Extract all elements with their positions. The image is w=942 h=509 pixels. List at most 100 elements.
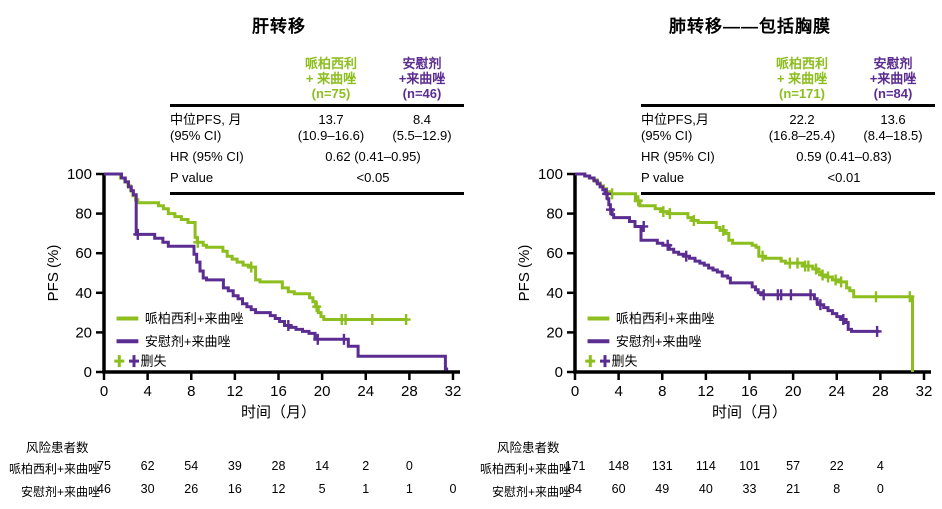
stats-header-line: 安慰剂 bbox=[873, 56, 913, 71]
risk-count: 5 bbox=[318, 482, 326, 496]
median-pfs-ci-label: (95% CI) bbox=[170, 128, 222, 143]
median-pfs-palbociclib-ci: (16.8–25.4) bbox=[768, 128, 836, 143]
risk-count: 84 bbox=[568, 482, 582, 496]
stats-header-spacer bbox=[641, 56, 753, 101]
stats-table-liver: 哌柏西利 + 来曲唑 (n=75) 安慰剂 +来曲唑 (n=46) 中位PFS,… bbox=[170, 56, 464, 195]
legend-label-green: 哌柏西利+来曲唑 bbox=[145, 311, 244, 326]
hr-label: HR (95% CI) bbox=[170, 149, 244, 164]
y-tick-label: 100 bbox=[538, 166, 563, 183]
hr-label: HR (95% CI) bbox=[641, 149, 715, 164]
stats-header-n: (n=84) bbox=[873, 86, 913, 101]
km-curve-purple bbox=[104, 172, 449, 371]
stats-header-line: +来曲唑 bbox=[869, 71, 917, 86]
stats-header-placebo: 安慰剂 +来曲唑 (n=46) bbox=[380, 56, 464, 101]
median-pfs-placebo: 13.6 bbox=[880, 112, 906, 127]
y-tick-label: 100 bbox=[67, 166, 92, 183]
median-pfs-label: 中位PFS, 月 bbox=[170, 112, 242, 127]
stats-rule-bottom bbox=[641, 192, 935, 195]
stats-header-row: 哌柏西利 + 来曲唑 (n=171) 安慰剂 +来曲唑 (n=84) bbox=[641, 56, 935, 101]
median-pfs-palbociclib: 13.7 bbox=[318, 112, 344, 127]
risk-row-values-placebo: 46 30 26 16 12 5 1 1 0 bbox=[0, 482, 471, 497]
pvalue-value: <0.01 bbox=[827, 170, 861, 185]
stats-header-n: (n=75) bbox=[311, 86, 351, 101]
x-tick-label: 20 bbox=[314, 383, 331, 400]
median-pfs-palbociclib-ci: (10.9–16.6) bbox=[297, 128, 365, 143]
stats-header-line: + 来曲唑 bbox=[776, 71, 828, 86]
stats-header-line: +来曲唑 bbox=[398, 71, 446, 86]
risk-count: 2 bbox=[362, 459, 370, 473]
x-tick-label: 0 bbox=[100, 383, 108, 400]
legend-label-censor: 删失 bbox=[141, 354, 167, 369]
risk-count: 171 bbox=[564, 459, 586, 473]
y-tick-label: 40 bbox=[546, 285, 563, 302]
median-pfs-placebo-ci: (5.5–12.9) bbox=[392, 128, 452, 143]
risk-count: 114 bbox=[695, 459, 716, 473]
x-tick-label: 12 bbox=[227, 383, 244, 400]
x-tick-label: 24 bbox=[828, 383, 845, 400]
risk-count: 30 bbox=[140, 482, 155, 496]
stats-header-row: 哌柏西利 + 来曲唑 (n=75) 安慰剂 +来曲唑 (n=46) bbox=[170, 56, 464, 101]
x-tick-label: 12 bbox=[698, 383, 715, 400]
panel-title-liver: 肝转移 bbox=[252, 17, 306, 36]
stats-header-line: 安慰剂 bbox=[402, 56, 442, 71]
y-axis-title: PFS (%) bbox=[45, 245, 62, 302]
risk-count: 39 bbox=[227, 459, 242, 473]
km-plot-lung: 0 20 40 60 80 100 0 4 8 12 16 20 24 28 32 PFS (%) 时间（月） 哌… bbox=[516, 166, 932, 421]
panel-title-lung: 肺转移——包括胸膜 bbox=[669, 17, 831, 36]
risk-count: 0 bbox=[876, 482, 884, 496]
legend-label-purple: 安慰剂+来曲唑 bbox=[616, 334, 702, 349]
stats-row-pvalue: P value <0.01 bbox=[641, 170, 935, 186]
risk-count: 60 bbox=[611, 482, 626, 496]
x-tick-label: 4 bbox=[143, 383, 151, 400]
risk-count: 28 bbox=[271, 459, 286, 473]
risk-count: 62 bbox=[140, 459, 155, 473]
risk-count: 12 bbox=[271, 482, 286, 496]
risk-count: 26 bbox=[184, 482, 199, 496]
risk-count: 131 bbox=[651, 459, 673, 473]
risk-row-values-placebo: 84 60 49 40 33 21 8 0 bbox=[471, 482, 942, 497]
stats-header-palbociclib: 哌柏西利 + 来曲唑 (n=171) bbox=[753, 56, 851, 101]
pvalue-label: P value bbox=[170, 170, 214, 185]
x-tick-label: 32 bbox=[445, 383, 462, 400]
x-tick-label: 28 bbox=[872, 383, 889, 400]
x-tick-label: 20 bbox=[785, 383, 802, 400]
risk-count: 1 bbox=[362, 482, 370, 496]
risk-count: 57 bbox=[786, 459, 801, 473]
x-tick-label: 4 bbox=[614, 383, 622, 400]
stats-header-palbociclib: 哌柏西利 + 来曲唑 (n=75) bbox=[282, 56, 380, 101]
median-pfs-ci-label: (95% CI) bbox=[641, 128, 693, 143]
x-tick-label: 16 bbox=[270, 383, 287, 400]
y-tick-label: 60 bbox=[546, 245, 563, 262]
x-tick-label: 0 bbox=[571, 383, 579, 400]
stats-rule-top bbox=[170, 104, 464, 107]
y-tick-label: 0 bbox=[555, 364, 563, 381]
median-pfs-placebo: 8.4 bbox=[412, 112, 432, 127]
y-tick-label: 20 bbox=[546, 324, 563, 341]
risk-count: 4 bbox=[876, 459, 884, 473]
median-pfs-placebo-ci: (8.4–18.5) bbox=[863, 128, 923, 143]
stats-row-hr: HR (95% CI) 0.62 (0.41–0.95) bbox=[170, 149, 464, 165]
risk-row-label-placebo: 安慰剂+来曲唑 bbox=[20, 485, 100, 499]
pvalue-label: P value bbox=[641, 170, 685, 185]
x-axis-title: 时间（月） bbox=[241, 404, 316, 421]
x-axis-title: 时间（月） bbox=[712, 404, 787, 421]
stats-row-median: 中位PFS,月 (95% CI) 22.2 (16.8–25.4) 13.6 (… bbox=[641, 112, 935, 144]
stats-header-spacer bbox=[170, 56, 282, 101]
legend-label-purple: 安慰剂+来曲唑 bbox=[145, 334, 231, 349]
stats-row-median: 中位PFS, 月 (95% CI) 13.7 (10.9–16.6) 8.4 (… bbox=[170, 112, 464, 144]
risk-count: 33 bbox=[742, 482, 757, 496]
risk-count: 75 bbox=[97, 459, 111, 473]
stats-rule-bottom bbox=[170, 192, 464, 195]
km-curve-purple bbox=[575, 172, 880, 333]
risk-count: 1 bbox=[405, 482, 413, 496]
risk-row-values-palbociclib: 75 62 54 39 28 14 2 0 bbox=[0, 459, 471, 474]
stats-header-line: 哌柏西利 bbox=[775, 56, 828, 71]
risk-count: 148 bbox=[608, 459, 630, 473]
y-tick-label: 20 bbox=[75, 324, 92, 341]
pvalue-value: <0.05 bbox=[356, 170, 390, 185]
risk-count: 49 bbox=[655, 482, 670, 496]
y-tick-label: 60 bbox=[75, 245, 92, 262]
y-tick-label: 0 bbox=[84, 364, 92, 381]
x-tick-label: 8 bbox=[658, 383, 666, 400]
